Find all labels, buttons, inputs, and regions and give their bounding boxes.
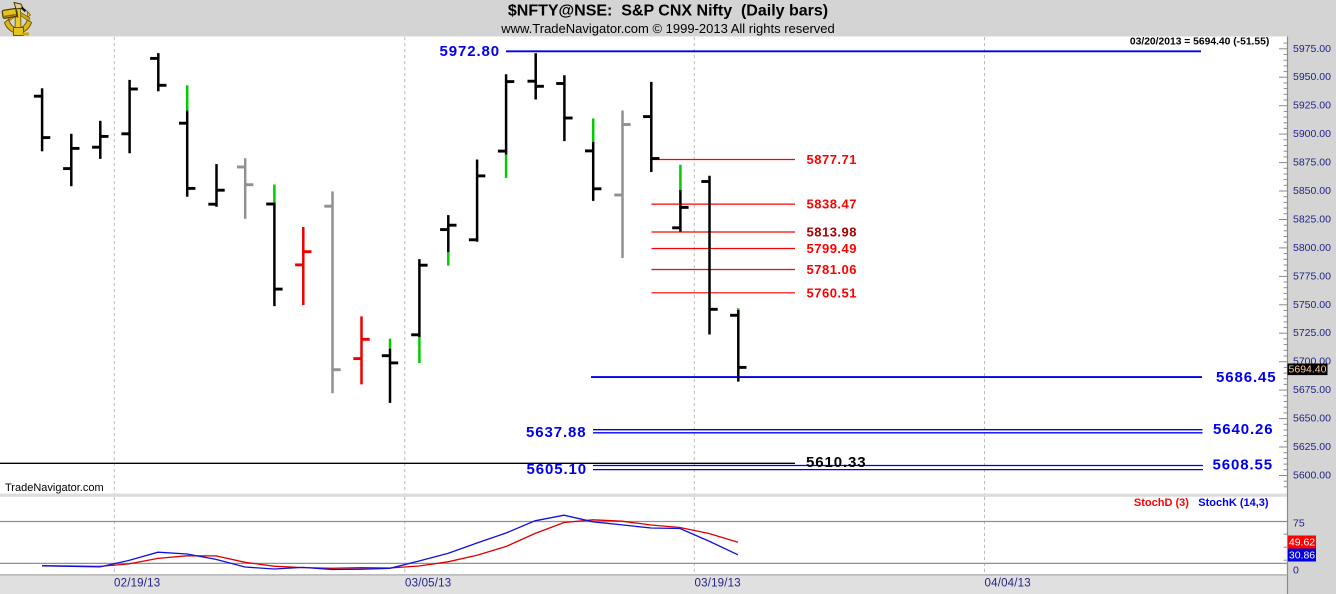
- svg-text:5838.47: 5838.47: [807, 197, 858, 212]
- svg-text:5799.49: 5799.49: [807, 241, 858, 256]
- svg-text:02/19/13: 02/19/13: [114, 578, 160, 590]
- svg-text:TradeNavigator.com: TradeNavigator.com: [5, 482, 104, 494]
- svg-text:5675.00: 5675.00: [1293, 384, 1331, 396]
- svg-text:0: 0: [1293, 565, 1299, 577]
- svg-text:5650.00: 5650.00: [1293, 413, 1331, 425]
- svg-text:5625.00: 5625.00: [1293, 441, 1331, 453]
- svg-text:04/04/13: 04/04/13: [985, 578, 1031, 590]
- svg-text:5605.10: 5605.10: [526, 461, 587, 478]
- svg-text:03/05/13: 03/05/13: [405, 578, 451, 590]
- svg-text:5775.00: 5775.00: [1293, 270, 1331, 282]
- svg-text:03/20/2013 = 5694.40 (-51.55): 03/20/2013 = 5694.40 (-51.55): [1130, 37, 1269, 48]
- svg-text:5781.06: 5781.06: [807, 262, 858, 277]
- svg-text:5950.00: 5950.00: [1293, 71, 1331, 83]
- svg-text:5972.80: 5972.80: [439, 43, 500, 60]
- svg-text:5813.98: 5813.98: [807, 225, 858, 240]
- svg-text:5694.40: 5694.40: [1289, 364, 1327, 376]
- svg-text:5760.51: 5760.51: [807, 285, 858, 300]
- svg-text:5637.88: 5637.88: [526, 424, 587, 441]
- svg-text:5825.00: 5825.00: [1293, 214, 1331, 226]
- svg-text:5610.33: 5610.33: [806, 454, 867, 471]
- svg-text:StochD (3): StochD (3): [1134, 497, 1189, 509]
- svg-text:5686.45: 5686.45: [1216, 369, 1277, 386]
- svg-text:www.TradeNavigator.com © 1999-: www.TradeNavigator.com © 1999-2013 All r…: [500, 21, 835, 36]
- svg-text:5608.55: 5608.55: [1213, 457, 1274, 474]
- svg-text:5800.00: 5800.00: [1293, 242, 1331, 254]
- svg-text:StochK (14,3): StochK (14,3): [1198, 497, 1269, 509]
- svg-text:5900.00: 5900.00: [1293, 128, 1331, 140]
- svg-text:30.86: 30.86: [1289, 549, 1315, 561]
- svg-text:5975.00: 5975.00: [1293, 43, 1331, 55]
- svg-text:5750.00: 5750.00: [1293, 299, 1331, 311]
- svg-text:49.62: 49.62: [1289, 536, 1315, 548]
- svg-text:5875.00: 5875.00: [1293, 157, 1331, 169]
- svg-text:75: 75: [1293, 517, 1305, 529]
- svg-text:5925.00: 5925.00: [1293, 100, 1331, 112]
- svg-text:$NFTY@NSE: S&P CNX Nifty (Da: $NFTY@NSE: S&P CNX Nifty (Daily bars): [508, 3, 828, 20]
- svg-text:5725.00: 5725.00: [1293, 327, 1331, 339]
- svg-text:5640.26: 5640.26: [1213, 421, 1274, 438]
- svg-text:5850.00: 5850.00: [1293, 185, 1331, 197]
- svg-text:5600.00: 5600.00: [1293, 470, 1331, 482]
- svg-text:03/19/13: 03/19/13: [695, 578, 741, 590]
- svg-text:5877.71: 5877.71: [807, 152, 858, 167]
